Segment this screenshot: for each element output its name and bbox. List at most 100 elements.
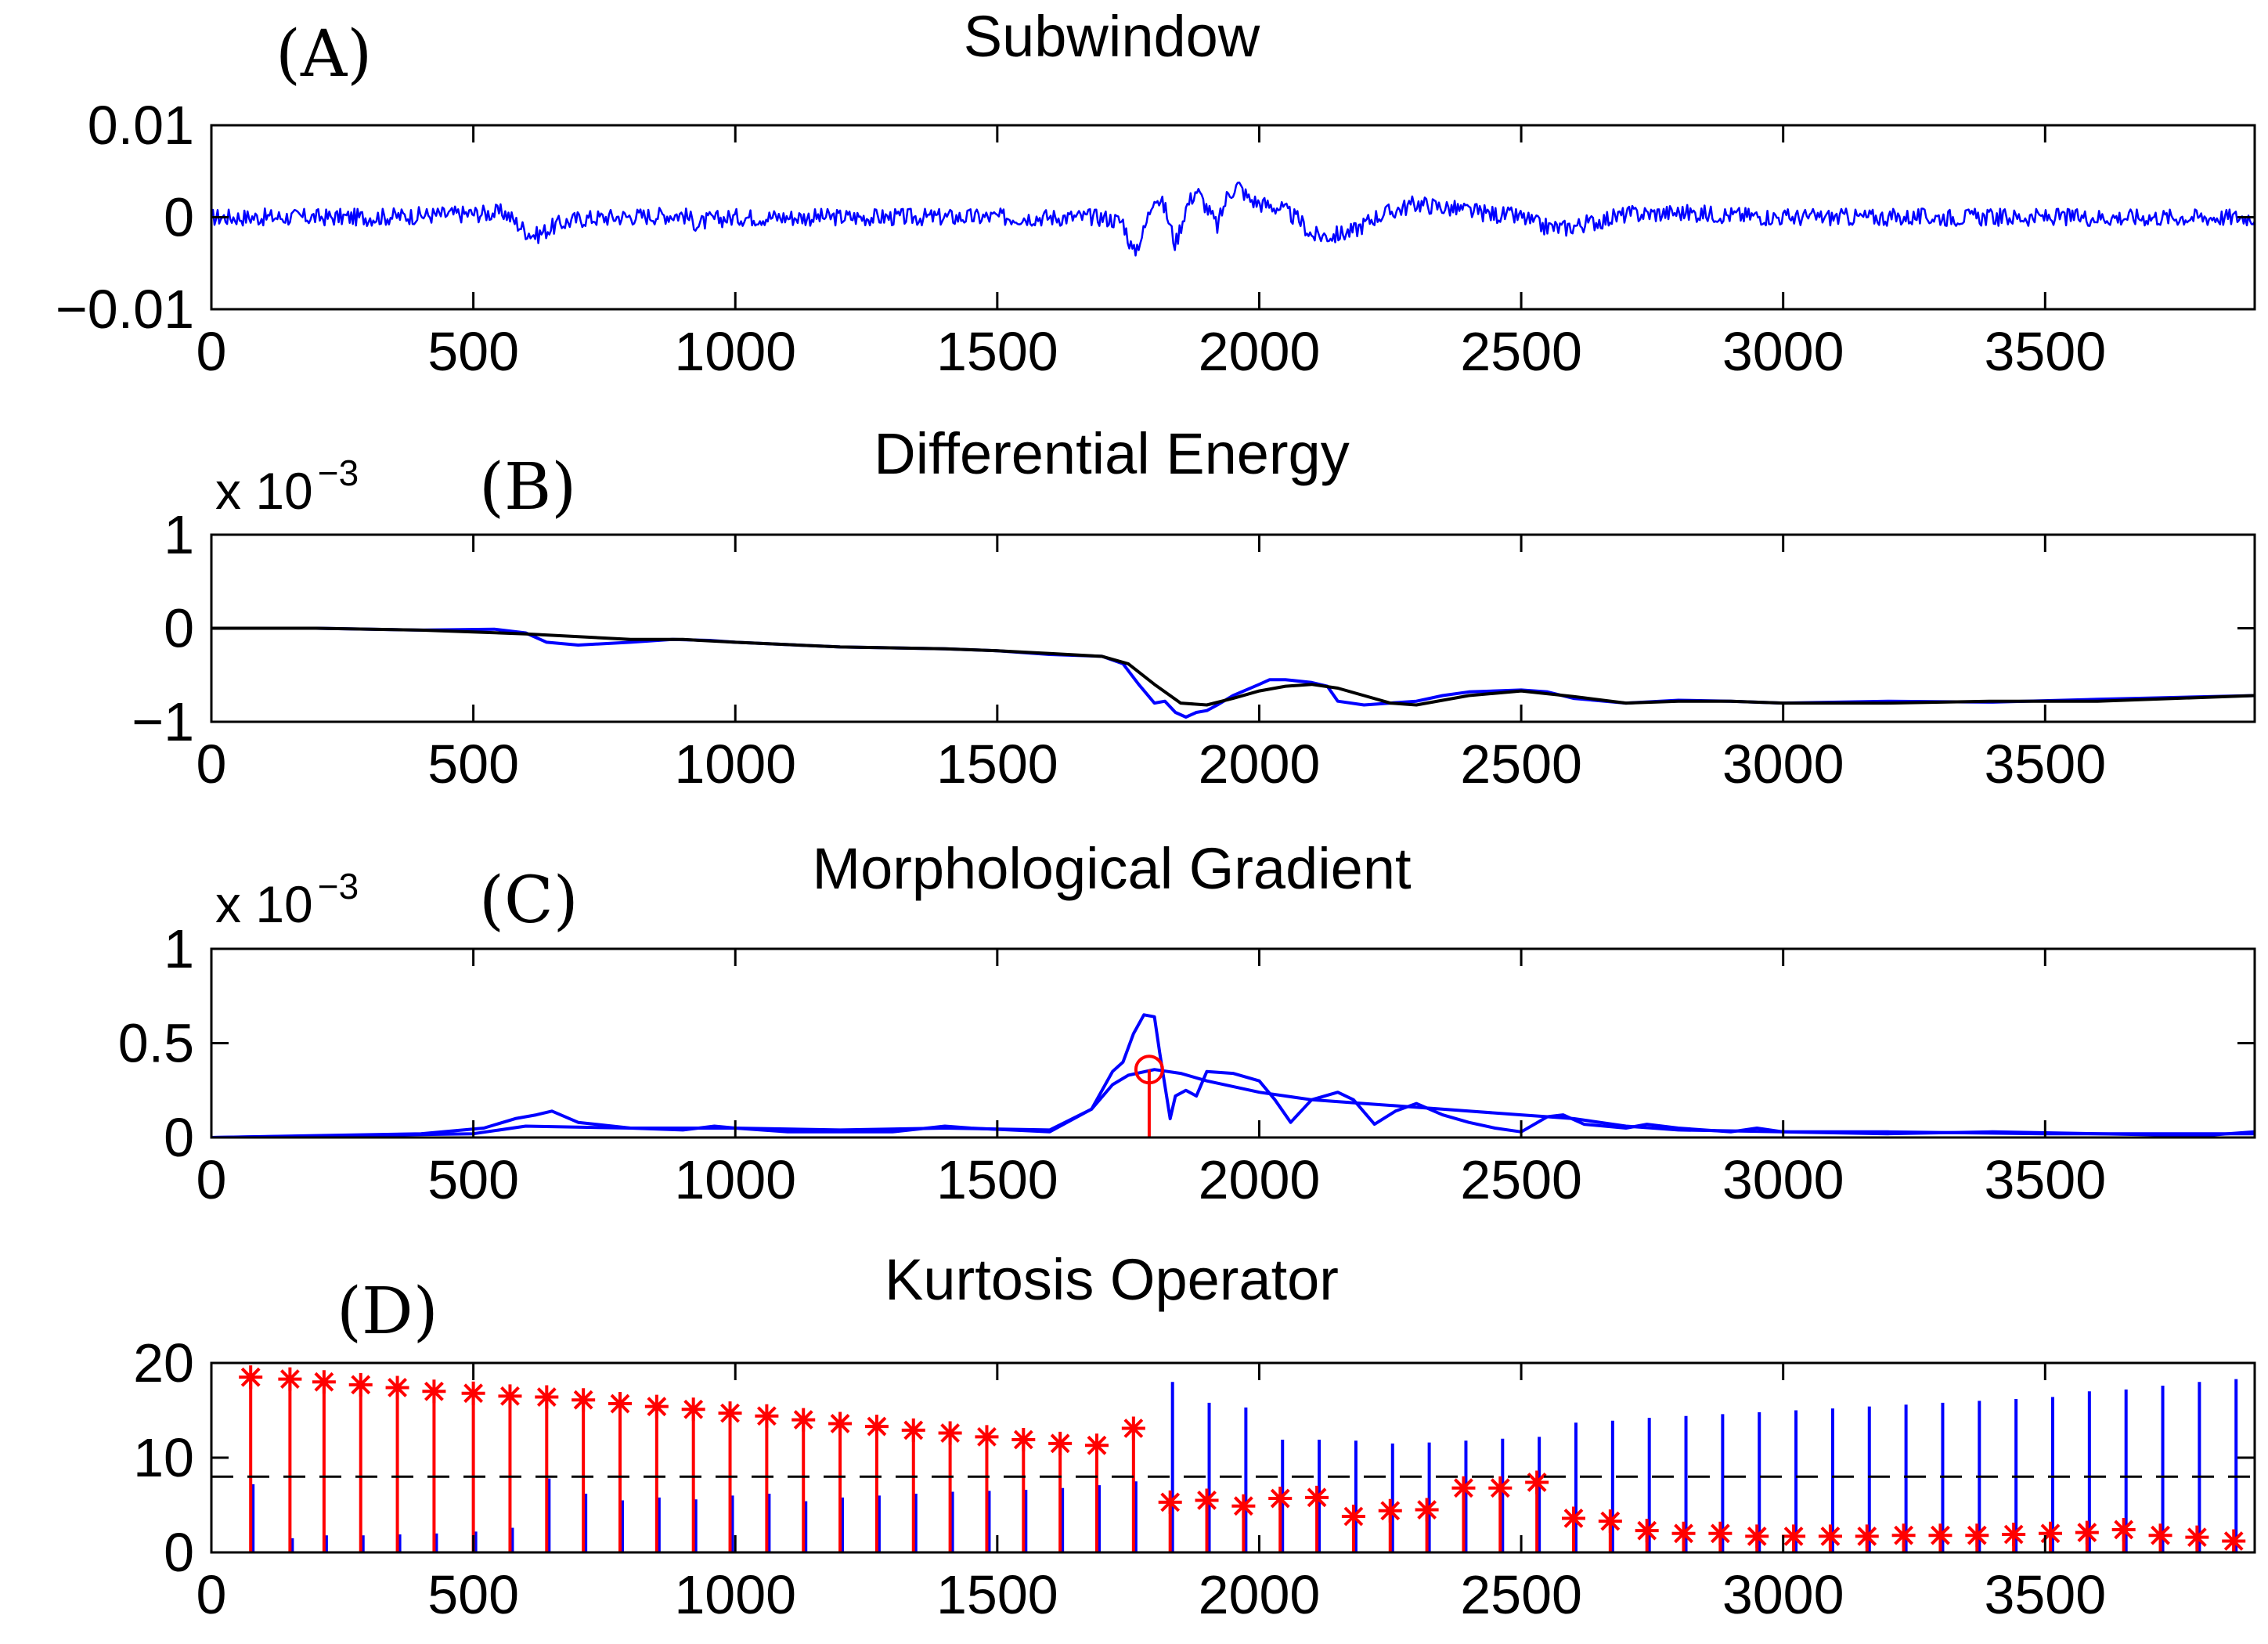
- axes-box-2: [210, 533, 2256, 723]
- y-tick-label: 10: [133, 1427, 194, 1488]
- series-line-2-1: [211, 626, 2255, 719]
- x-tick-label: 3500: [1984, 1149, 2106, 1210]
- star-marker: [1891, 1523, 1916, 1548]
- x-tick-label: 3000: [1722, 321, 1844, 382]
- y-tick-label: 1: [164, 918, 194, 979]
- x-tick-label: 3000: [1722, 1149, 1844, 1210]
- y-tick-label: 0: [164, 598, 194, 659]
- star-marker: [239, 1365, 263, 1390]
- x-tick-label: 1000: [674, 734, 796, 795]
- scale-base: x 10: [215, 462, 313, 520]
- x-tick-label: 2000: [1199, 1564, 1321, 1625]
- star-marker: [828, 1411, 853, 1436]
- star-marker: [278, 1367, 302, 1391]
- y-tick-label: 0: [164, 1107, 194, 1168]
- star-marker: [1708, 1521, 1733, 1545]
- scale-exponent: −3: [318, 452, 359, 493]
- star-marker: [1598, 1509, 1622, 1534]
- star-marker: [644, 1394, 669, 1419]
- x-tick-label: 3500: [1984, 734, 2106, 795]
- star-marker: [348, 1372, 373, 1397]
- plot-area-1: [211, 181, 2255, 257]
- x-tick-label: 3500: [1984, 321, 2106, 382]
- star-marker: [1415, 1498, 1439, 1522]
- star-marker: [1305, 1485, 1329, 1509]
- x-tick-label: 3000: [1722, 734, 1844, 795]
- scale-exponent: −3: [318, 866, 359, 907]
- x-tick-label: 2000: [1199, 321, 1321, 382]
- star-marker: [1451, 1476, 1476, 1500]
- star-marker: [2039, 1521, 2062, 1545]
- star-marker: [1745, 1524, 1769, 1548]
- star-marker: [608, 1392, 632, 1416]
- star-marker: [385, 1375, 409, 1400]
- detection-marker: [1134, 1055, 1164, 1085]
- y-tick-label: 20: [133, 1332, 194, 1393]
- star-marker: [1782, 1524, 1806, 1548]
- star-marker: [1121, 1416, 1145, 1440]
- scale-exponent-label: x 10 −3: [215, 866, 359, 933]
- star-marker: [312, 1370, 336, 1394]
- plot-area-3: [211, 1013, 2255, 1137]
- x-tick-label: 1500: [936, 1564, 1058, 1625]
- series-line-1-1: [211, 181, 2255, 257]
- star-marker: [1341, 1505, 1365, 1529]
- star-marker: [2222, 1529, 2246, 1552]
- series-line-3-2: [211, 1068, 2255, 1137]
- star-marker: [1635, 1519, 1659, 1543]
- x-tick-label: 3500: [1984, 1564, 2106, 1625]
- x-tick-label: 2500: [1460, 734, 1582, 795]
- x-tick-label: 2000: [1199, 1149, 1321, 1210]
- star-marker: [975, 1425, 999, 1449]
- y-tick-label: 0.01: [88, 95, 194, 156]
- star-marker: [1562, 1506, 1585, 1530]
- star-marker: [681, 1397, 705, 1422]
- star-marker: [1928, 1523, 1952, 1548]
- star-marker: [2111, 1517, 2136, 1541]
- chart-title-1: Subwindow: [964, 4, 1260, 69]
- star-marker: [1231, 1494, 1256, 1518]
- star-marker: [1671, 1521, 1696, 1545]
- x-tick-label: 2500: [1460, 321, 1582, 382]
- x-tick-label: 1500: [936, 321, 1058, 382]
- y-tick-label: 1: [164, 504, 194, 565]
- scale-exponent-label: x 10 −3: [215, 452, 359, 520]
- chart-title-4: Kurtosis Operator: [885, 1247, 1339, 1312]
- star-marker: [1855, 1524, 1879, 1548]
- x-tick-label: 0: [197, 1149, 227, 1210]
- series-line-3-1: [211, 1013, 2255, 1137]
- plot-area-4: [211, 1365, 2255, 1552]
- star-marker: [755, 1404, 779, 1428]
- star-marker: [2185, 1525, 2209, 1549]
- x-tick-label: 0: [197, 1564, 227, 1625]
- chart-title-2: Differential Energy: [874, 421, 1349, 486]
- axes-box-4: [210, 1361, 2256, 1554]
- x-tick-label: 1000: [674, 1564, 796, 1625]
- star-marker: [864, 1415, 889, 1439]
- panel-label-4: (D): [337, 1274, 438, 1349]
- x-tick-label: 2000: [1199, 734, 1321, 795]
- x-tick-label: 2500: [1460, 1149, 1582, 1210]
- chart-title-3: Morphological Gradient: [812, 836, 1412, 901]
- star-marker: [1085, 1433, 1109, 1458]
- star-marker: [1195, 1488, 1219, 1512]
- star-marker: [572, 1388, 596, 1412]
- star-marker: [1965, 1523, 1989, 1548]
- star-marker: [2075, 1520, 2099, 1545]
- star-marker: [901, 1418, 925, 1442]
- plot-area-2: [211, 626, 2255, 719]
- panel-label-1: (A): [276, 17, 372, 92]
- x-tick-label: 0: [197, 734, 227, 795]
- star-marker: [1048, 1431, 1073, 1455]
- star-marker: [422, 1379, 446, 1404]
- star-marker: [1488, 1476, 1513, 1500]
- star-marker: [718, 1401, 742, 1426]
- star-marker: [1525, 1470, 1549, 1494]
- x-tick-label: 1000: [674, 1149, 796, 1210]
- star-marker: [1268, 1487, 1293, 1511]
- axes-box-3: [210, 947, 2256, 1139]
- x-tick-label: 1500: [936, 734, 1058, 795]
- star-marker: [1011, 1428, 1036, 1452]
- scale-base: x 10: [215, 875, 313, 933]
- star-marker: [498, 1384, 522, 1408]
